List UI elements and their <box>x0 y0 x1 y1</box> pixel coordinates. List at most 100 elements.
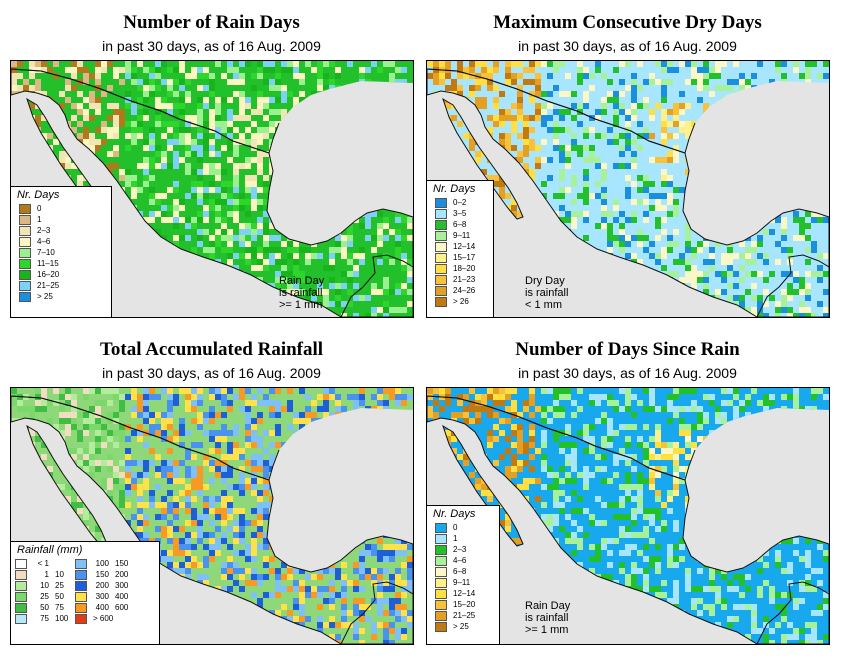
grid-cell <box>281 61 287 67</box>
grid-cell <box>191 616 197 622</box>
grid-cell <box>475 61 481 67</box>
grid-cell <box>173 187 179 193</box>
grid-cell <box>811 205 817 211</box>
grid-cell <box>505 295 511 301</box>
grid-cell <box>65 412 71 418</box>
grid-cell <box>631 199 637 205</box>
grid-cell <box>203 496 209 502</box>
grid-cell <box>161 151 167 157</box>
grid-cell <box>299 271 305 277</box>
grid-cell <box>257 388 263 394</box>
grid-cell <box>101 400 107 406</box>
grid-cell <box>631 271 637 277</box>
grid-cell <box>161 103 167 109</box>
grid-cell <box>137 508 143 514</box>
legend-item: 21–23 <box>427 274 493 285</box>
grid-cell <box>323 400 329 406</box>
grid-cell <box>407 121 413 127</box>
grid-cell <box>233 532 239 538</box>
grid-cell <box>583 193 589 199</box>
grid-cell <box>817 187 823 193</box>
grid-cell <box>661 127 667 133</box>
grid-cell <box>191 454 197 460</box>
grid-cell <box>353 211 359 217</box>
grid-cell <box>233 283 239 289</box>
grid-cell <box>143 295 149 301</box>
grid-cell <box>23 478 29 484</box>
grid-cell <box>727 283 733 289</box>
grid-cell <box>751 91 757 97</box>
grid-cell <box>715 301 721 307</box>
grid-cell <box>281 133 287 139</box>
grid-cell <box>353 127 359 133</box>
grid-cell <box>227 454 233 460</box>
grid-cell <box>775 313 781 317</box>
grid-cell <box>463 67 469 73</box>
grid-cell <box>299 586 305 592</box>
grid-cell <box>239 91 245 97</box>
grid-cell <box>721 388 727 394</box>
grid-cell <box>167 538 173 544</box>
grid-cell <box>221 265 227 271</box>
grid-cell <box>505 67 511 73</box>
grid-cell <box>167 271 173 277</box>
grid-cell <box>131 406 137 412</box>
grid-cell <box>287 271 293 277</box>
grid-cell <box>377 121 383 127</box>
grid-cell <box>107 103 113 109</box>
grid-cell <box>607 223 613 229</box>
legend-swatch <box>75 569 87 580</box>
grid-cell <box>691 265 697 271</box>
grid-cell <box>305 193 311 199</box>
panel-subtitle: in past 30 days, as of 16 Aug. 2009 <box>102 38 321 54</box>
grid-cell <box>625 145 631 151</box>
grid-cell <box>293 67 299 73</box>
grid-cell <box>571 103 577 109</box>
grid-cell <box>155 514 161 520</box>
grid-cell <box>299 97 305 103</box>
grid-cell <box>715 121 721 127</box>
grid-cell <box>329 598 335 604</box>
grid-cell <box>35 133 41 139</box>
grid-cell <box>565 157 571 163</box>
grid-cell <box>823 61 829 67</box>
grid-cell <box>185 73 191 79</box>
grid-cell <box>323 502 329 508</box>
grid-cell <box>275 568 281 574</box>
grid-cell <box>71 418 77 424</box>
grid-cell <box>559 394 565 400</box>
grid-cell <box>227 61 233 67</box>
grid-cell <box>245 628 251 634</box>
grid-cell <box>131 430 137 436</box>
grid-cell <box>191 247 197 253</box>
grid-cell <box>281 538 287 544</box>
grid-cell <box>529 127 535 133</box>
grid-cell <box>655 205 661 211</box>
grid-cell <box>317 466 323 472</box>
grid-cell <box>239 574 245 580</box>
grid-cell <box>167 586 173 592</box>
grid-cell <box>317 289 323 295</box>
grid-cell <box>751 169 757 175</box>
grid-cell <box>203 121 209 127</box>
grid-cell <box>407 145 413 151</box>
grid-cell <box>107 460 113 466</box>
grid-cell <box>191 181 197 187</box>
grid-cell <box>293 139 299 145</box>
grid-cell <box>179 133 185 139</box>
legend-item: 1 10 <box>15 569 75 580</box>
grid-cell <box>185 454 191 460</box>
grid-cell <box>275 514 281 520</box>
map-dry-days <box>427 61 829 317</box>
grid-cell <box>697 223 703 229</box>
legend-rows: 0 1 2–3 4–6 7–10 11–15 16–20 21–25 > 25 <box>11 203 111 302</box>
grid-cell <box>275 235 281 241</box>
grid-cell <box>173 598 179 604</box>
grid-cell <box>341 133 347 139</box>
grid-cell <box>299 223 305 229</box>
grid-cell <box>811 211 817 217</box>
grid-cell <box>125 67 131 73</box>
grid-cell <box>733 295 739 301</box>
grid-cell <box>143 241 149 247</box>
grid-cell <box>227 484 233 490</box>
